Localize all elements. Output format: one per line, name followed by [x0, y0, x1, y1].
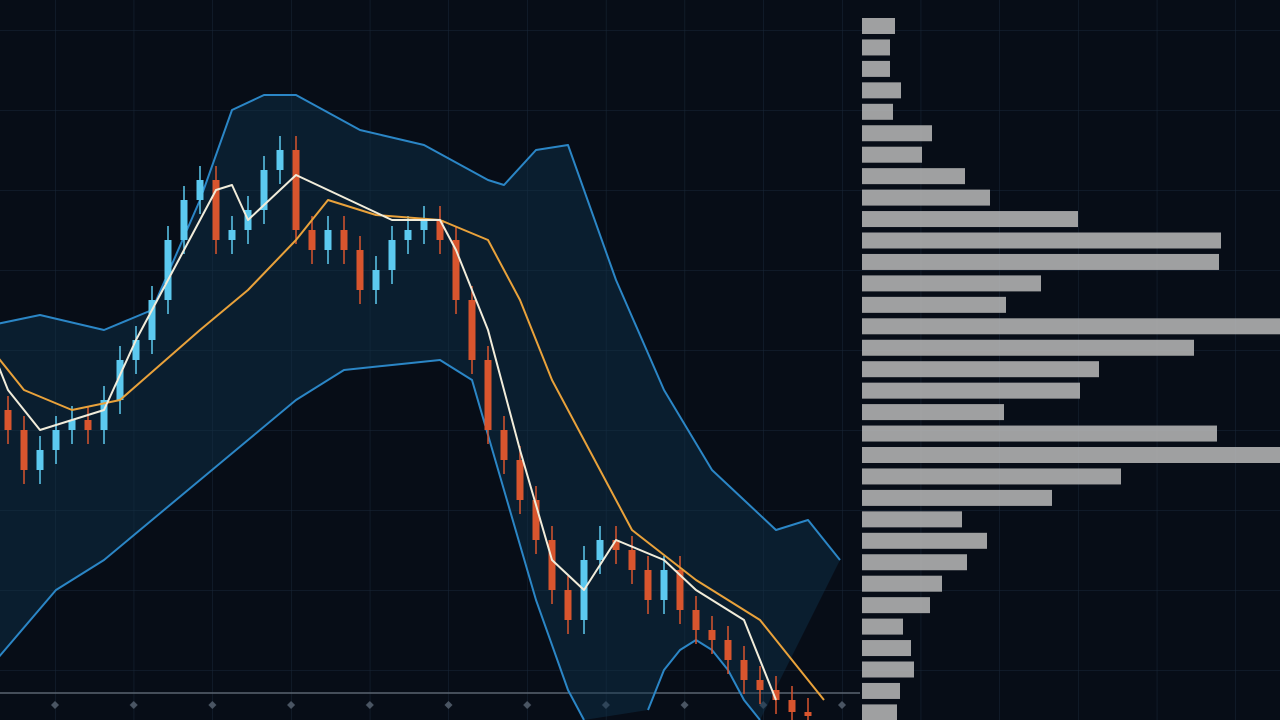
profile-bar — [862, 682, 900, 699]
candle-body — [324, 230, 332, 250]
profile-bar — [862, 232, 1221, 249]
profile-bar — [862, 125, 932, 142]
candle-body — [228, 230, 236, 240]
candle-body — [212, 180, 220, 240]
candle-body — [708, 630, 716, 640]
candle-body — [36, 450, 44, 470]
profile-bar — [862, 532, 987, 549]
candle-body — [548, 540, 556, 590]
profile-bar — [862, 447, 1280, 463]
profile-bar — [862, 618, 903, 635]
candle-body — [68, 420, 76, 430]
candle-body — [692, 610, 700, 630]
line — [0, 174, 777, 701]
profile-bar — [862, 39, 890, 56]
candle-body — [468, 300, 476, 360]
candle-body — [276, 150, 284, 170]
candle-body — [404, 230, 412, 240]
candle-body — [388, 240, 396, 270]
profile-bar — [862, 253, 1219, 270]
candle-body — [532, 500, 540, 540]
candle-body — [148, 300, 156, 340]
line — [0, 359, 585, 720]
profile-bar — [862, 103, 893, 120]
candle-body — [772, 690, 780, 700]
candle-body — [308, 230, 316, 250]
profile-bar — [862, 60, 890, 77]
profile-bar — [862, 554, 967, 571]
candle-body — [644, 570, 652, 600]
candle-body — [20, 430, 28, 470]
candle-body — [660, 570, 668, 600]
profile-bar — [862, 275, 1041, 292]
candle-body — [564, 590, 572, 620]
profile-bar — [862, 404, 1004, 421]
profile-bar — [862, 146, 922, 163]
price-panel — [0, 94, 841, 720]
candle-body — [356, 250, 364, 290]
profile-bar — [862, 468, 1121, 485]
candle-body — [500, 430, 508, 460]
candle-body — [740, 660, 748, 680]
profile-bar — [862, 489, 1052, 506]
profile-bar — [862, 511, 962, 528]
profile-bar — [862, 661, 914, 678]
profile-bar — [862, 339, 1194, 356]
candle-body — [372, 270, 380, 290]
profile-bar — [862, 382, 1080, 399]
profile-bar — [862, 318, 1280, 335]
candle-body — [52, 430, 60, 450]
profile-bar — [862, 189, 990, 206]
candle-body — [628, 550, 636, 570]
axis-markers — [0, 701, 860, 713]
candle-body — [420, 220, 428, 230]
candle-body — [164, 240, 172, 300]
candle-body — [84, 420, 92, 430]
candle-body — [100, 400, 108, 430]
profile-bar — [862, 361, 1099, 378]
candle-body — [484, 360, 492, 430]
candle-body — [340, 230, 348, 250]
profile-bar — [862, 18, 895, 34]
profile-bar — [862, 704, 897, 720]
candle-body — [132, 340, 140, 360]
candle-body — [788, 700, 796, 712]
volume-profile — [862, 18, 1280, 720]
candle-body — [196, 180, 204, 200]
profile-bar — [862, 211, 1078, 228]
candle-body — [612, 540, 620, 550]
candle-body — [452, 240, 460, 300]
candle-body — [516, 460, 524, 500]
candle-body — [260, 170, 268, 210]
candle-body — [676, 570, 684, 610]
candle-body — [756, 680, 764, 690]
profile-bar — [862, 575, 942, 592]
profile-bar — [862, 168, 965, 185]
candle-body — [180, 200, 188, 240]
candle-body — [292, 150, 300, 230]
candle-body — [4, 410, 12, 430]
candle-body — [724, 640, 732, 660]
profile-bar — [862, 82, 901, 99]
candle-body — [436, 220, 444, 240]
profile-bar — [862, 296, 1006, 313]
profile-bar — [862, 640, 911, 657]
candle-body — [804, 712, 812, 716]
line — [0, 199, 825, 701]
profile-bar — [862, 425, 1217, 442]
line — [647, 639, 761, 720]
profile-bar — [862, 597, 930, 614]
candle-body — [116, 360, 124, 400]
candle-body — [596, 540, 604, 560]
